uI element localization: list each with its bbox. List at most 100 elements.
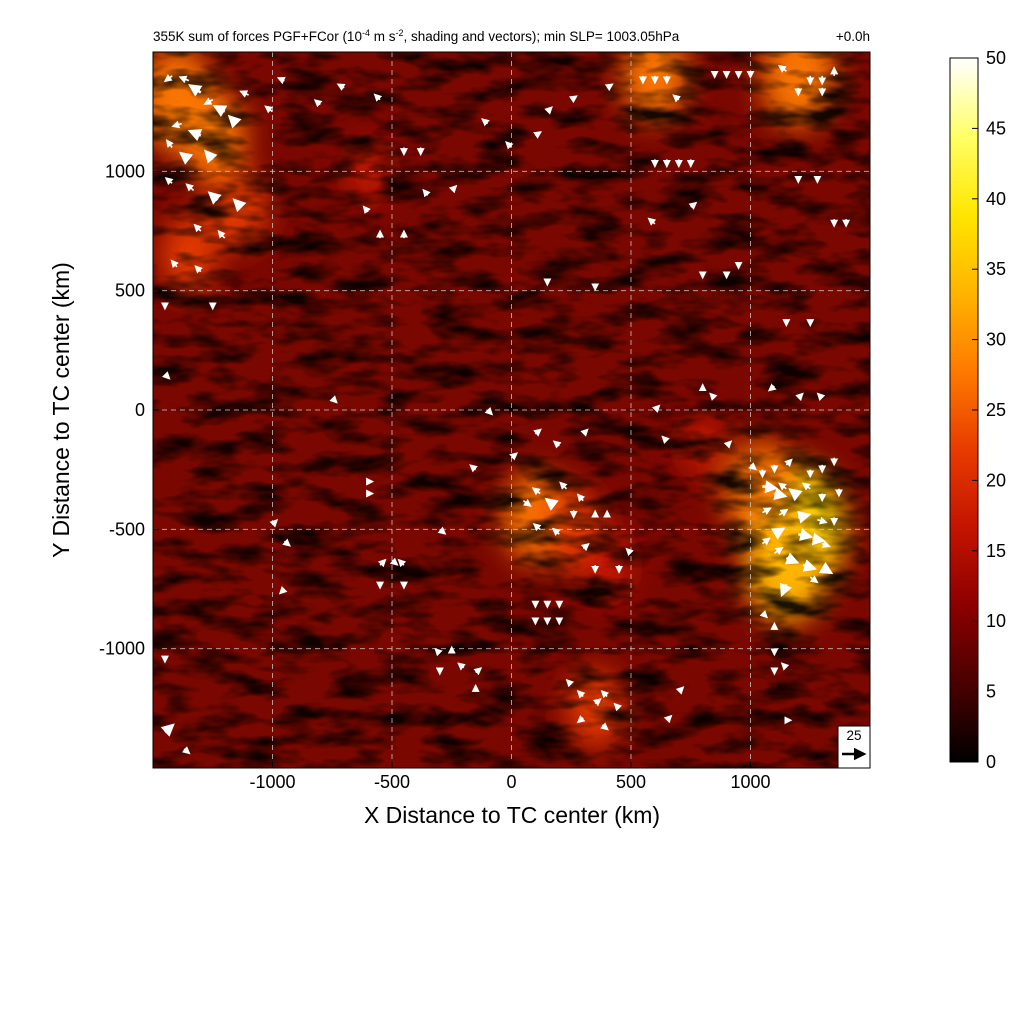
force-vector [178, 75, 190, 84]
force-vector [580, 428, 589, 437]
force-vector [362, 205, 371, 215]
force-vector [778, 64, 787, 73]
force-vector [181, 746, 191, 755]
y-tick-label: -1000 [99, 639, 145, 659]
force-vector [581, 543, 590, 552]
force-vector [232, 198, 247, 213]
force-vector [505, 141, 514, 150]
force-vector [165, 139, 174, 148]
force-vector [576, 493, 586, 502]
force-vector [203, 149, 218, 164]
force-vector [457, 662, 466, 671]
force-vector [817, 516, 828, 525]
force-vector [160, 723, 175, 737]
colorbar-tick-label: 10 [986, 611, 1006, 631]
force-vector [473, 667, 483, 676]
force-vector [801, 482, 811, 491]
force-vector [194, 265, 203, 274]
force-vector [481, 118, 490, 127]
force-vector [797, 510, 812, 524]
force-vector [551, 527, 561, 537]
force-vector [437, 526, 447, 535]
force-vector [533, 131, 543, 139]
y-tick-label: 1000 [105, 161, 145, 181]
force-vector [811, 532, 826, 546]
force-vector [509, 452, 519, 461]
force-vector [544, 106, 553, 115]
force-vector [422, 188, 431, 198]
force-vector [531, 487, 541, 496]
y-axis: -1000 -500 0 500 1000 [99, 161, 159, 659]
streak-texture [153, 52, 870, 768]
force-vector [278, 586, 288, 595]
force-vector [484, 407, 494, 416]
force-vector [329, 395, 338, 404]
force-vector [552, 440, 562, 449]
force-vector [723, 440, 733, 449]
force-vector [784, 458, 793, 467]
force-vector [798, 528, 814, 541]
force-vector [559, 481, 568, 490]
force-vector [767, 383, 777, 392]
force-vector [784, 552, 800, 565]
colorbar-ticks: 0 5 10 15 20 25 30 35 40 45 50 [972, 48, 1006, 772]
force-vector [576, 689, 586, 699]
colorbar-tick-label: 0 [986, 752, 996, 772]
colorbar-tick-label: 35 [986, 259, 1006, 279]
force-vector [672, 94, 681, 103]
colorbar-tick-label: 5 [986, 682, 996, 702]
force-vector [227, 114, 242, 129]
force-vector [373, 93, 383, 102]
force-vector [759, 609, 768, 619]
force-vector [313, 99, 323, 108]
colorbar-tick-label: 45 [986, 118, 1006, 138]
force-vector [600, 722, 609, 731]
force-vector [217, 229, 226, 239]
vector-layer [160, 64, 851, 755]
force-vector [778, 508, 789, 517]
force-vector [163, 74, 173, 83]
force-vector [239, 90, 249, 98]
force-vector [282, 538, 291, 547]
force-vector [773, 547, 784, 555]
force-vector [809, 575, 819, 584]
force-vector [780, 662, 790, 671]
force-vector [565, 678, 575, 688]
x-tick-label: 0 [506, 772, 516, 792]
x-tick-label: 500 [616, 772, 646, 792]
force-vector [795, 392, 804, 402]
y-tick-label: 500 [115, 281, 145, 301]
force-vector [802, 559, 818, 572]
colorbar-tick-label: 15 [986, 541, 1006, 561]
force-vector [469, 464, 478, 473]
force-vector [613, 702, 623, 712]
colorbar-tick-label: 40 [986, 189, 1006, 209]
force-vector [193, 223, 202, 233]
force-vector [821, 540, 831, 548]
force-vector [522, 498, 532, 507]
reference-vector-key: 25 [837, 725, 871, 769]
y-tick-label: 0 [135, 400, 145, 420]
force-vector [207, 191, 222, 205]
force-vector [675, 686, 685, 695]
force-vector [778, 482, 787, 491]
force-vector [532, 523, 542, 532]
colorbar-tick-label: 25 [986, 400, 1006, 420]
force-vector [336, 83, 346, 91]
force-vector [544, 497, 559, 511]
force-vector [688, 201, 698, 210]
x-tick-label: -1000 [249, 772, 295, 792]
x-axis: -1000 -500 0 500 1000 [249, 762, 771, 792]
y-tick-label: -500 [109, 519, 145, 539]
force-vector [762, 507, 772, 515]
force-vector [779, 582, 792, 598]
chart-title: 355K sum of forces PGF+FCor (10-4 m s-2,… [153, 28, 680, 44]
force-vector [604, 83, 614, 92]
colorbar: 0 5 10 15 20 25 30 35 40 45 50 [949, 48, 1006, 772]
force-vector [269, 519, 279, 528]
force-vector [592, 698, 602, 707]
force-vector [164, 176, 174, 186]
force-vector [647, 217, 657, 226]
force-vector [170, 259, 179, 269]
